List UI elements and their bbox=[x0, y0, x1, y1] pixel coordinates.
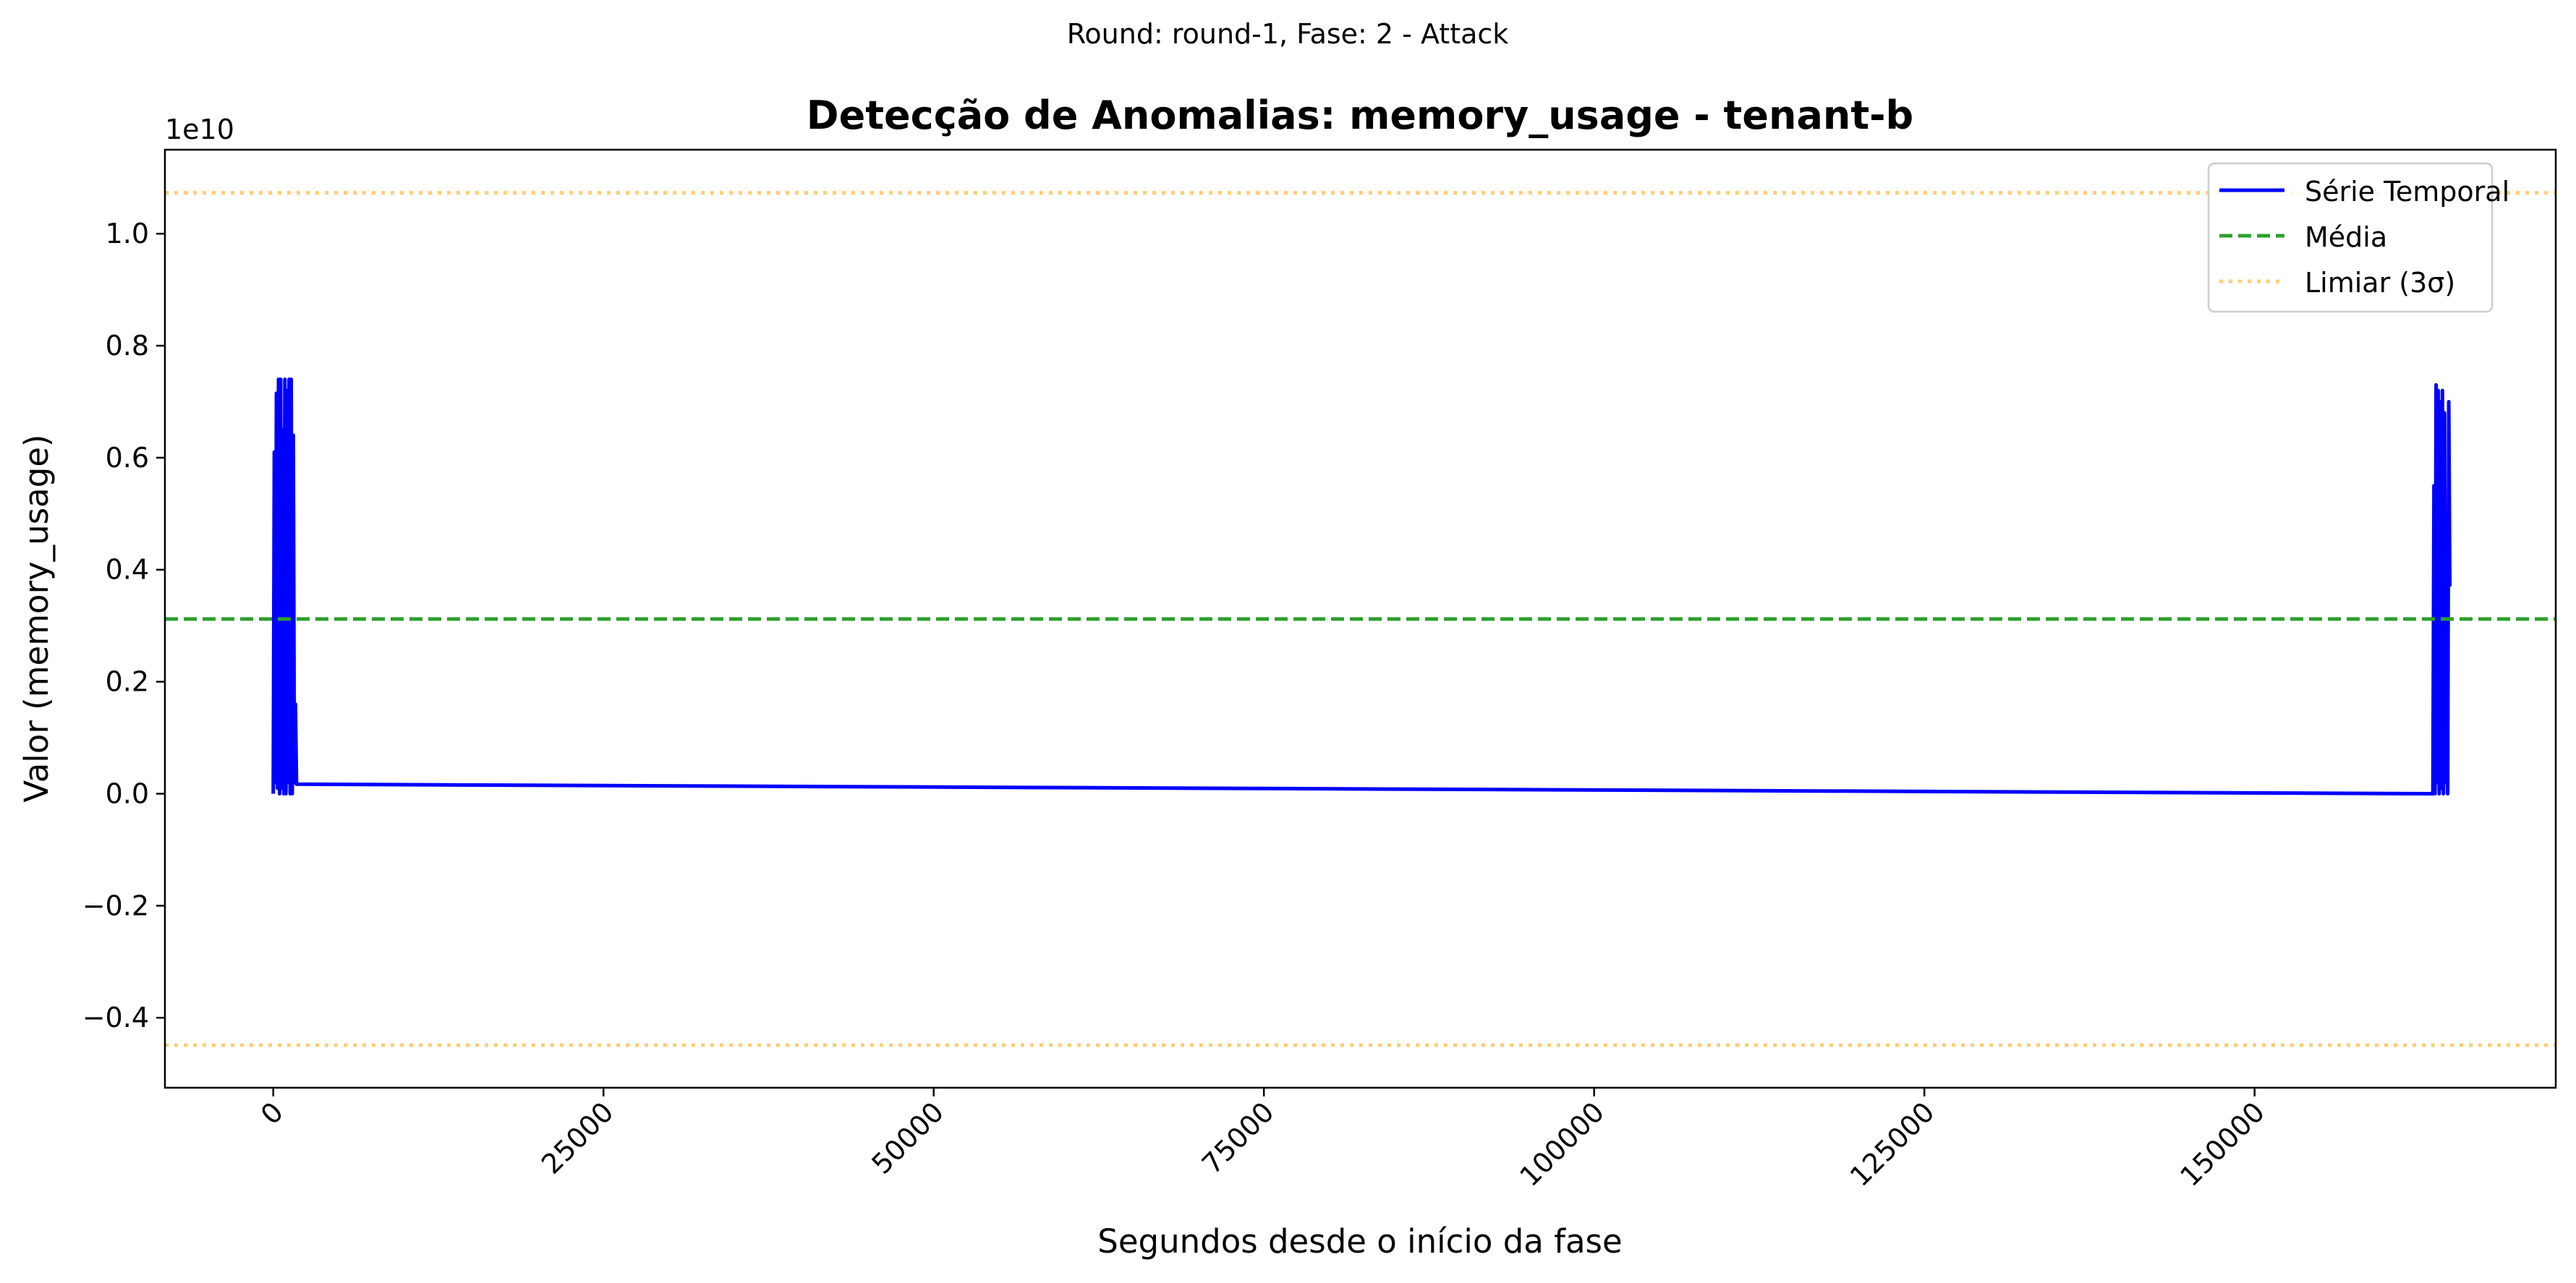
legend-label-series: Série Temporal bbox=[2305, 176, 2509, 208]
legend-label-threshold: Limiar (3σ) bbox=[2305, 267, 2455, 299]
plot-area bbox=[165, 191, 2556, 1047]
y-tick-label: −0.4 bbox=[82, 1002, 149, 1033]
legend-box bbox=[2207, 162, 2494, 313]
y-tick-label: 0.8 bbox=[106, 330, 149, 362]
y-tick-label: 0.4 bbox=[106, 554, 149, 586]
plot-frame bbox=[163, 148, 2557, 1089]
y-tick-label: 1.0 bbox=[106, 218, 149, 250]
legend-label-mean: Média bbox=[2305, 221, 2387, 253]
lines-layer bbox=[165, 191, 2556, 1047]
y-tick-label: 0.2 bbox=[106, 666, 149, 698]
y-tick-label: 0.0 bbox=[106, 777, 149, 809]
x-axis-label: Segundos desde o início da fase bbox=[1097, 1222, 1622, 1261]
y-tick-label: 0.6 bbox=[106, 442, 149, 474]
y-tick-label: −0.2 bbox=[82, 890, 149, 921]
chart-suptitle: Round: round-1, Fase: 2 - Attack bbox=[1067, 18, 1509, 50]
series-line-0 bbox=[271, 377, 2452, 796]
legend: Série Temporal Média Limiar (3σ) bbox=[2207, 162, 2509, 313]
chart-title: Detecção de Anomalias: memory_usage - te… bbox=[807, 93, 1913, 138]
y-axis-label: Valor (memory_usage) bbox=[17, 434, 56, 802]
y-axis: −0.4 −0.2 0.0 0.2 0.4 0.6 0.8 1.0 bbox=[82, 218, 165, 1033]
y-offset-label: 1e10 bbox=[165, 114, 234, 145]
